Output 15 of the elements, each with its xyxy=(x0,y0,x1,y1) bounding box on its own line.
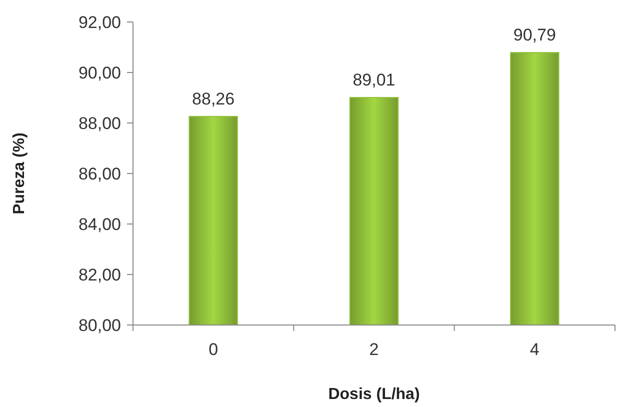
y-axis-title: Pureza (%) xyxy=(11,132,28,214)
x-tick-label: 0 xyxy=(208,340,218,359)
x-tick-label: 2 xyxy=(369,340,379,359)
y-tick-label: 88,00 xyxy=(78,114,121,133)
x-tick-label: 4 xyxy=(530,340,540,359)
y-tick-label: 84,00 xyxy=(78,214,121,234)
y-tick-label: 90,00 xyxy=(78,63,121,82)
y-tick-label: 80,00 xyxy=(78,316,121,335)
x-axis-title: Dosis (L/ha) xyxy=(328,386,420,403)
data-label: 88,26 xyxy=(192,89,235,108)
data-label: 90,79 xyxy=(513,26,556,45)
y-tick-label: 86,00 xyxy=(78,164,121,184)
y-tick-label: 82,00 xyxy=(78,265,121,284)
y-tick-label: 92,00 xyxy=(78,12,121,32)
data-label: 89,01 xyxy=(352,70,396,90)
